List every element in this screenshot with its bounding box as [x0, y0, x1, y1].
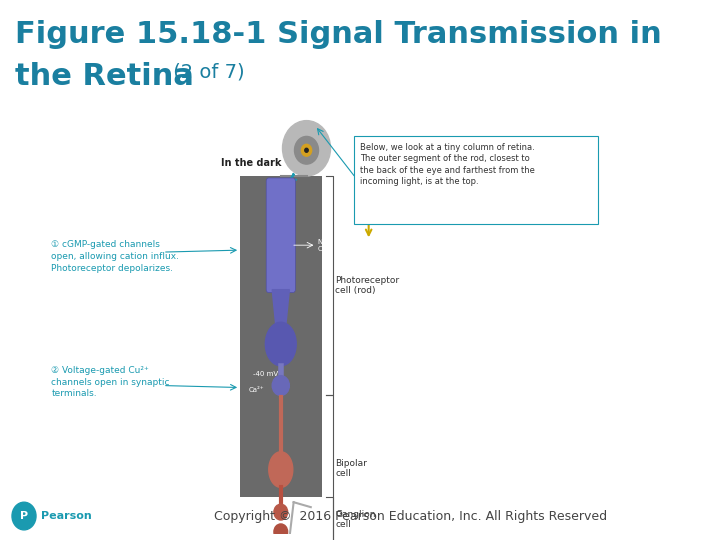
Text: Below, we look at a tiny column of retina.
The outer segment of the rod, closest: Below, we look at a tiny column of retin…	[360, 143, 535, 186]
Text: Figure 15.18-1 Signal Transmission in: Figure 15.18-1 Signal Transmission in	[15, 20, 662, 49]
Text: ① cGMP-gated channels
open, allowing cation influx.
Photoreceptor depolarizes.: ① cGMP-gated channels open, allowing cat…	[51, 240, 179, 273]
Text: Copyright ©  2016 Pearson Education, Inc. All Rights Reserved: Copyright © 2016 Pearson Education, Inc.…	[214, 510, 607, 523]
Text: ② Voltage-gated Cu²⁺
channels open in synaptic
terminals.: ② Voltage-gated Cu²⁺ channels open in sy…	[51, 366, 170, 399]
Text: the Retina: the Retina	[15, 62, 194, 91]
Text: Photoreceptor
cell (rod): Photoreceptor cell (rod)	[336, 276, 400, 295]
Polygon shape	[272, 289, 289, 324]
Text: P: P	[20, 511, 28, 521]
FancyBboxPatch shape	[354, 137, 598, 225]
Polygon shape	[266, 322, 296, 366]
Circle shape	[12, 502, 36, 530]
Circle shape	[274, 504, 288, 520]
Circle shape	[274, 524, 288, 540]
Text: Light: Light	[356, 194, 381, 204]
Bar	[240, 176, 322, 497]
Text: (2 of 7): (2 of 7)	[167, 62, 245, 82]
Text: In the dark: In the dark	[220, 158, 281, 168]
Text: Ca²⁺: Ca²⁺	[248, 388, 264, 394]
Text: Na⁺
Ca²⁺: Na⁺ Ca²⁺	[318, 239, 333, 252]
Text: Bipolar
cell: Bipolar cell	[336, 459, 367, 478]
Text: -40 mV: -40 mV	[253, 370, 278, 377]
Text: Ganglion
cell: Ganglion cell	[336, 510, 376, 529]
Circle shape	[272, 376, 289, 395]
Polygon shape	[269, 452, 293, 488]
Circle shape	[305, 148, 308, 152]
Circle shape	[282, 120, 330, 176]
Circle shape	[302, 144, 312, 156]
Circle shape	[294, 137, 318, 164]
Text: Pearson: Pearson	[41, 511, 92, 521]
FancyBboxPatch shape	[266, 178, 295, 293]
